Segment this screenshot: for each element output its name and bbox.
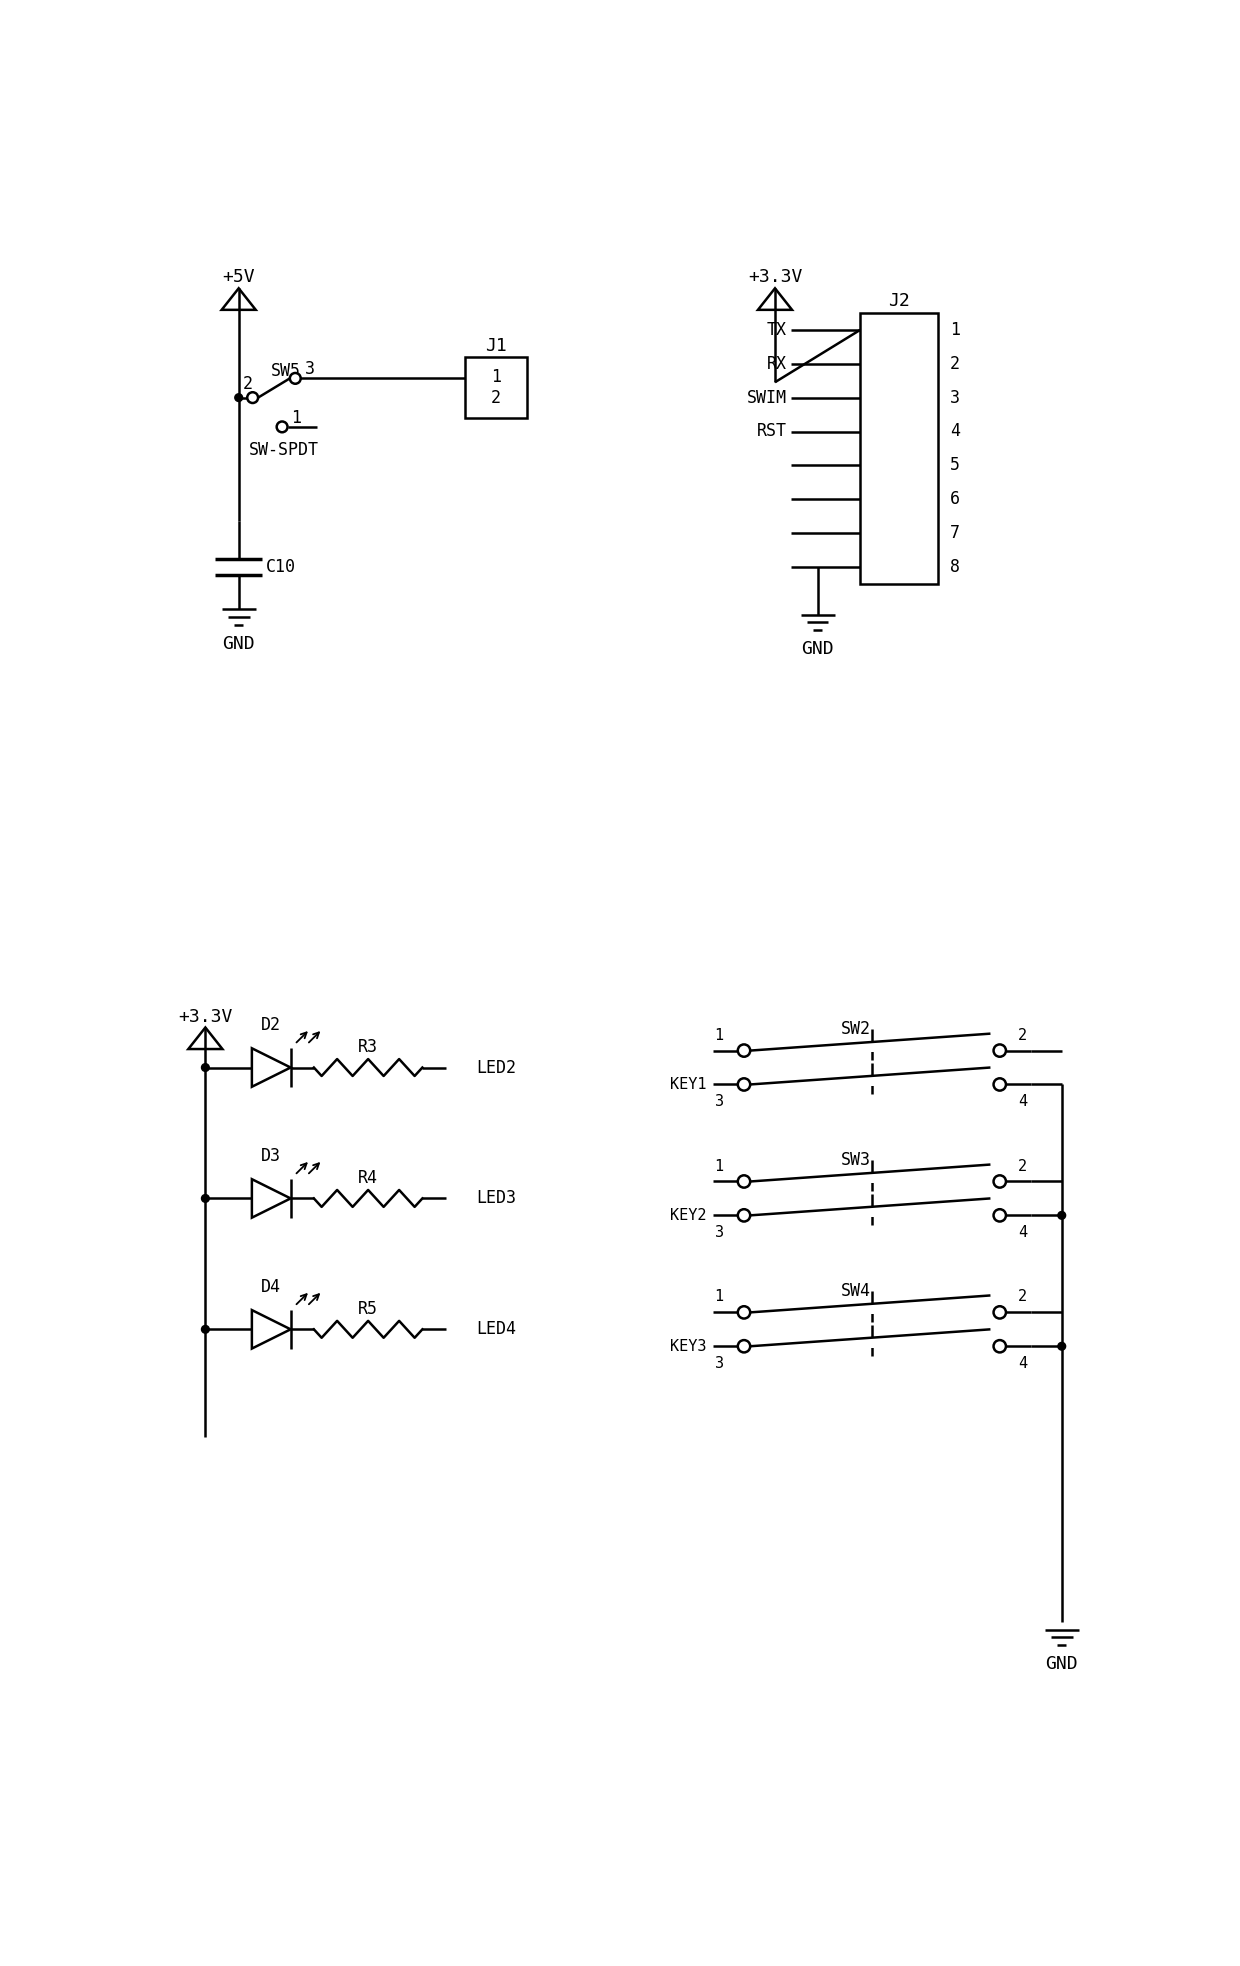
Text: RST: RST (756, 423, 786, 440)
Text: D4: D4 (262, 1278, 281, 1296)
Text: 8: 8 (950, 558, 960, 576)
Text: C10: C10 (265, 558, 296, 576)
Circle shape (738, 1077, 750, 1091)
Text: J1: J1 (485, 336, 507, 356)
Text: R4: R4 (358, 1170, 378, 1187)
Text: 4: 4 (1018, 1225, 1027, 1241)
Text: 3: 3 (714, 1225, 724, 1241)
Text: LED4: LED4 (476, 1321, 517, 1339)
Text: KEY3: KEY3 (671, 1339, 707, 1355)
Text: GND: GND (222, 635, 255, 653)
Text: +3.3V: +3.3V (748, 269, 802, 287)
Text: 1: 1 (714, 1028, 724, 1042)
Text: 3: 3 (714, 1093, 724, 1109)
Text: KEY2: KEY2 (671, 1207, 707, 1223)
Text: SW2: SW2 (842, 1020, 872, 1038)
Text: RX: RX (766, 354, 786, 374)
Circle shape (201, 1064, 210, 1071)
Circle shape (738, 1209, 750, 1221)
Circle shape (738, 1305, 750, 1319)
Text: SW3: SW3 (842, 1150, 872, 1170)
Text: LED2: LED2 (476, 1058, 517, 1077)
Text: 2: 2 (243, 376, 253, 393)
Circle shape (993, 1077, 1006, 1091)
Bar (465, 356, 527, 419)
Text: D2: D2 (262, 1016, 281, 1034)
Circle shape (201, 1195, 210, 1203)
Text: 1: 1 (714, 1290, 724, 1305)
Circle shape (993, 1341, 1006, 1353)
Text: 4: 4 (1018, 1357, 1027, 1370)
Text: SW-SPDT: SW-SPDT (249, 440, 319, 458)
Text: 2: 2 (491, 389, 501, 407)
Text: 2: 2 (1018, 1158, 1027, 1174)
Circle shape (1058, 1343, 1065, 1351)
Text: R3: R3 (358, 1038, 378, 1056)
Text: 2: 2 (1018, 1290, 1027, 1305)
Text: SW4: SW4 (842, 1282, 872, 1300)
Text: 6: 6 (950, 490, 960, 509)
Circle shape (993, 1209, 1006, 1221)
Circle shape (234, 393, 243, 401)
Text: LED3: LED3 (476, 1189, 517, 1207)
Text: 2: 2 (950, 354, 960, 374)
Circle shape (738, 1176, 750, 1187)
Circle shape (201, 1325, 210, 1333)
Text: SW5: SW5 (272, 362, 301, 379)
Circle shape (993, 1176, 1006, 1187)
Text: KEY1: KEY1 (671, 1077, 707, 1091)
Text: 1: 1 (491, 368, 501, 385)
Bar (861, 313, 937, 584)
Text: 1: 1 (950, 320, 960, 338)
Text: 4: 4 (1018, 1093, 1027, 1109)
Text: 3: 3 (950, 389, 960, 407)
Text: GND: GND (1045, 1655, 1078, 1673)
Circle shape (993, 1305, 1006, 1319)
Text: 5: 5 (950, 456, 960, 474)
Text: TX: TX (766, 320, 786, 338)
Text: +3.3V: +3.3V (179, 1009, 233, 1026)
Text: 2: 2 (1018, 1028, 1027, 1042)
Text: 1: 1 (714, 1158, 724, 1174)
Text: 1: 1 (291, 409, 301, 427)
Circle shape (1058, 1211, 1065, 1219)
Circle shape (277, 421, 288, 433)
Text: 4: 4 (950, 423, 960, 440)
Text: +5V: +5V (222, 269, 255, 287)
Circle shape (247, 393, 258, 403)
Text: 7: 7 (950, 525, 960, 543)
Text: 3: 3 (305, 360, 315, 377)
Circle shape (290, 374, 300, 383)
Text: GND: GND (801, 641, 835, 659)
Text: D3: D3 (262, 1146, 281, 1166)
Text: R5: R5 (358, 1300, 378, 1319)
Circle shape (738, 1044, 750, 1058)
Text: J2: J2 (888, 291, 910, 309)
Text: 3: 3 (714, 1357, 724, 1370)
Circle shape (738, 1341, 750, 1353)
Text: SWIM: SWIM (746, 389, 786, 407)
Circle shape (993, 1044, 1006, 1058)
